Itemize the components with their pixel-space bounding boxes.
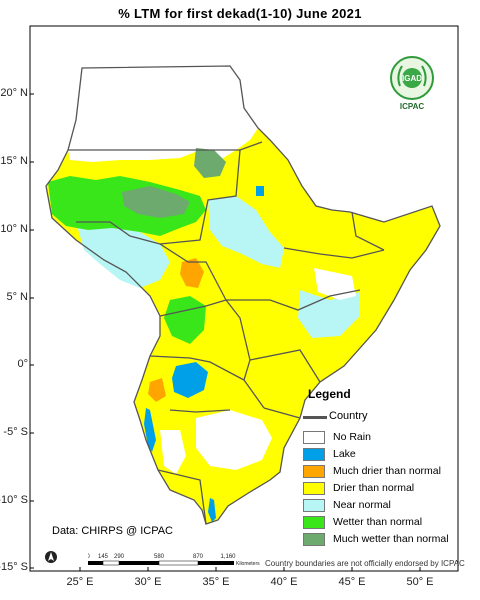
legend-swatch xyxy=(303,499,325,512)
disclaimer-text: Country boundaries are not officially en… xyxy=(265,559,465,568)
region-near-normal-3 xyxy=(298,290,360,338)
legend-swatch xyxy=(303,482,325,495)
region-no-rain-south xyxy=(196,410,272,470)
legend-swatch xyxy=(303,448,325,461)
legend-swatch xyxy=(303,533,325,546)
region-much-wetter-2 xyxy=(194,148,226,178)
laurel-icon: IGAD xyxy=(397,65,427,88)
lat-tick-label: 10° N xyxy=(0,223,28,235)
scale-tick-label: 0 xyxy=(88,554,90,560)
lat-tick-label: -15° S xyxy=(0,561,28,573)
north-arrow-icon xyxy=(45,551,57,563)
legend-title: Legend xyxy=(308,387,351,401)
scale-bar: 0 145 290 580 870 1,160 Kilometers xyxy=(88,554,260,567)
lon-tick-label: 35° E xyxy=(202,576,230,588)
region-base xyxy=(46,66,440,524)
lake-victoria xyxy=(172,362,208,398)
region-near-normal-2 xyxy=(76,222,170,288)
legend-label: Country xyxy=(329,410,368,422)
lat-tick-label: 15° N xyxy=(0,155,28,167)
icpac-logo: IGAD ICPAC xyxy=(386,56,438,111)
lake-tana xyxy=(256,186,264,196)
legend-label: Lake xyxy=(333,448,356,460)
legend-label: Wetter than normal xyxy=(333,516,423,528)
legend-swatch xyxy=(303,431,325,444)
legend-label: No Rain xyxy=(333,431,371,443)
legend-label: Drier than normal xyxy=(333,482,415,494)
lon-tick-label: 45° E xyxy=(338,576,366,588)
legend-label: Near normal xyxy=(333,499,391,511)
scale-tick-label: 1,160 xyxy=(220,554,236,560)
legend-swatch xyxy=(303,465,325,478)
scale-unit: Kilometers xyxy=(236,561,260,567)
logo-top-text: IGAD xyxy=(402,74,422,83)
country-line-swatch xyxy=(303,416,327,419)
lat-tick-label: -5° S xyxy=(3,426,28,438)
country-borders xyxy=(45,65,441,525)
region-no-rain-east xyxy=(314,268,356,300)
region-much-drier-1 xyxy=(180,258,204,288)
map-title: % LTM for first dekad(1-10) June 2021 xyxy=(118,6,362,21)
legend-label: Much wetter than normal xyxy=(333,533,449,545)
lake-tanganyika xyxy=(144,408,156,452)
lat-tick-label: -10° S xyxy=(0,494,28,506)
scale-tick-label: 870 xyxy=(193,554,204,560)
logo-emblem: IGAD xyxy=(390,56,434,100)
region-much-drier-2 xyxy=(148,378,166,402)
lat-tick-label: 0° xyxy=(17,358,28,370)
region-near-normal-1 xyxy=(208,196,284,268)
legend-label: Much drier than normal xyxy=(333,465,441,477)
region-no-rain-north xyxy=(68,66,258,162)
scale-tick-label: 290 xyxy=(114,554,125,560)
region-no-rain-south2 xyxy=(160,430,186,474)
data-source-text: Data: CHIRPS @ ICPAC xyxy=(52,525,173,537)
lon-tick-label: 30° E xyxy=(134,576,162,588)
lon-tick-label: 50° E xyxy=(406,576,434,588)
logo-bottom-text: ICPAC xyxy=(399,102,425,111)
legend-swatch xyxy=(303,516,325,529)
axis-ticks xyxy=(30,93,421,571)
region-much-wetter-1 xyxy=(122,186,190,218)
lat-tick-label: 20° N xyxy=(0,87,28,99)
lon-tick-label: 40° E xyxy=(270,576,298,588)
lat-tick-label: 5° N xyxy=(6,291,28,303)
scale-tick-label: 145 xyxy=(98,554,109,560)
lon-tick-label: 25° E xyxy=(66,576,94,588)
scale-tick-label: 580 xyxy=(154,554,165,560)
lake-malawi xyxy=(208,498,216,522)
